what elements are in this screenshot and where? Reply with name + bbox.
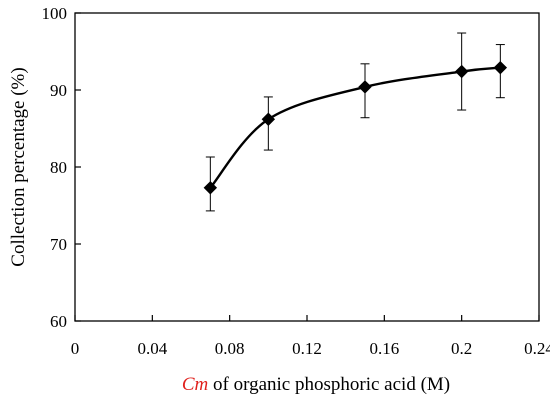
plot-frame — [74, 12, 540, 322]
axes: 60 70 80 90 100 0 0.04 0.08 0.12 0.16 0.2 0.24 — [42, 4, 550, 358]
data-point-marker — [493, 60, 508, 75]
x-axis-title-symbol: Cm — [182, 374, 208, 395]
x-tick-label: 0.24 — [524, 339, 550, 358]
y-tick-label: 80 — [50, 158, 67, 177]
x-tick-label: 0.08 — [215, 339, 245, 358]
y-tick-label: 60 — [50, 312, 67, 331]
series-line — [209, 66, 501, 189]
data-point-marker — [454, 64, 469, 79]
x-axis-title-rest: of organic phosphoric acid (M) — [208, 374, 450, 395]
x-tick-label: 0 — [71, 339, 80, 358]
x-tick-label: 0.04 — [137, 339, 167, 358]
data-point-marker — [358, 80, 372, 94]
y-tick-label: 90 — [50, 81, 67, 100]
y-tick-label: 100 — [42, 4, 68, 23]
x-axis-title: Cm of organic phosphoric acid (M) — [182, 374, 450, 395]
y-axis-title: Collection percentage (%) — [8, 67, 29, 266]
data-point-marker — [203, 181, 218, 195]
y-tick-label: 70 — [50, 235, 67, 254]
plot-area — [203, 32, 508, 212]
x-tick-label: 0.12 — [292, 339, 322, 358]
x-tick-label: 0.2 — [451, 339, 472, 358]
x-tick-label: 0.16 — [369, 339, 399, 358]
data-point-marker — [261, 112, 276, 126]
